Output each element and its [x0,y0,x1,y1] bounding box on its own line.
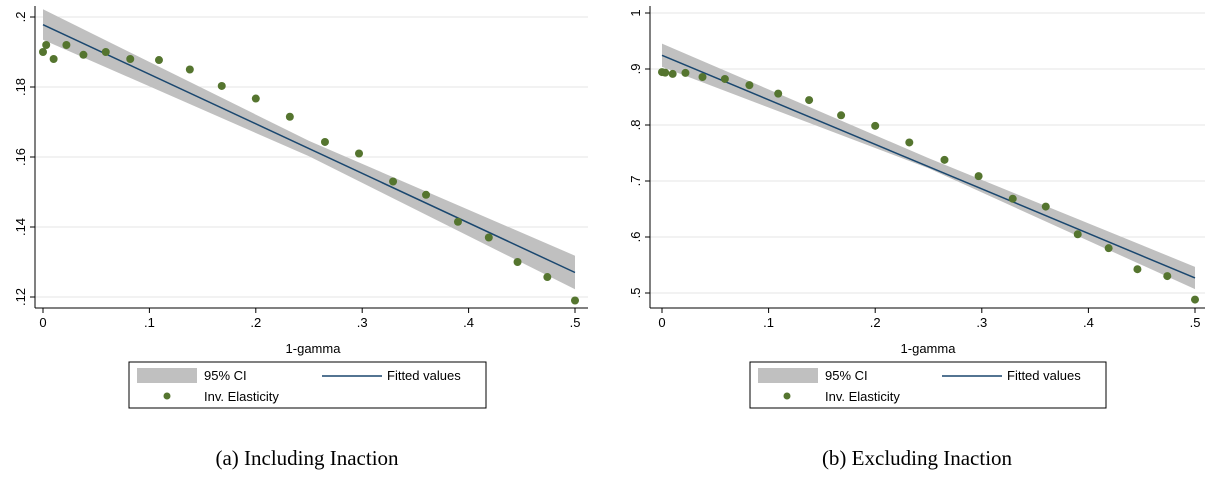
chart-b-legend-ci-label: 95% CI [825,368,868,383]
chart-a-y-tick-label-0: .12 [13,288,28,306]
chart-b-point-9 [837,111,846,120]
chart-a-x-tick-label-3: .3 [357,315,368,330]
chart-b-x-tick-label-3: .3 [976,315,987,330]
chart-b-point-8 [805,96,814,105]
chart-a-legend: 95% CI Fitted values Inv. Elasticity [128,361,487,409]
chart-b-y-tick-label-1: .6 [628,232,643,243]
chart-a-point-11 [285,112,294,121]
chart-b-axes [649,6,1205,309]
chart-a-legend-point-label: Inv. Elasticity [204,389,279,404]
chart-b-x-axis-title: 1-gamma [901,341,957,356]
chart-a-point-17 [484,233,493,242]
chart-a-y-tick-label-4: .2 [13,12,28,23]
chart-a-legend-ci-swatch [137,368,197,383]
chart-a-point-10 [251,94,260,103]
chart-a-x-ticks: 0 .1 .2 .3 .4 .5 [39,308,580,330]
chart-a-x-tick-label-4: .4 [463,315,474,330]
chart-a-y-ticks: .12 .14 .16 .18 .2 [13,12,35,306]
chart-a-point-3 [62,41,71,49]
chart-a-point-8 [185,65,194,74]
chart-a-point-14 [389,177,398,186]
chart-a-caption: (a) Including Inaction [215,446,399,470]
chart-b-legend-point-label: Inv. Elasticity [825,389,900,404]
chart-b-point-11 [905,138,914,147]
chart-b-x-tick-label-4: .4 [1083,315,1094,330]
chart-a-point-5 [101,48,110,56]
chart-b-y-tick-label-5: 1 [628,9,643,16]
chart-b-point-16 [1073,230,1082,239]
chart-b-y-tick-label-4: .9 [628,64,643,75]
chart-a-point-4 [79,50,88,59]
chart-a-legend-point-swatch [163,392,171,400]
chart-a-point-19 [543,273,552,282]
chart-b-y-tick-label-3: .8 [628,120,643,131]
chart-a-point-12 [320,137,329,146]
chart-b-point-2 [668,69,677,78]
chart-a-point-7 [154,56,163,65]
chart-b-point-15 [1041,202,1050,211]
chart-b-point-3 [681,68,690,77]
chart-a-y-tick-label-1: .14 [13,218,28,236]
chart-b-x-tick-label-2: .2 [870,315,881,330]
chart-b-y-tick-label-0: .5 [628,288,643,299]
chart-a-legend-fit-label: Fitted values [387,368,461,383]
chart-b-x-tick-label-0: 0 [658,315,665,330]
chart-a-x-tick-label-1: .1 [144,315,155,330]
chart-a-point-0 [39,48,47,56]
chart-a-point-2 [49,55,58,63]
chart-b-y-tick-label-2: .7 [628,176,643,187]
chart-a-point-9 [217,81,226,90]
chart-b-point-17 [1104,244,1113,253]
chart-b-x-ticks: 0 .1 .2 .3 .4 .5 [658,308,1200,330]
chart-a-point-13 [355,149,364,158]
chart-b-legend-fit-label: Fitted values [1007,368,1081,383]
chart-b-x-tick-label-1: .1 [763,315,774,330]
chart-a-x-tick-label-0: 0 [39,315,46,330]
chart-a-point-20 [571,296,579,305]
chart-a-x-axis-title: 1-gamma [286,341,342,356]
chart-a-point-18 [513,258,522,266]
chart-b-point-10 [871,121,880,130]
chart-b-point-6 [745,81,754,90]
chart-b-point-7 [774,89,783,98]
chart-b-fitted-line [661,54,1196,279]
chart-b-point-18 [1133,265,1142,274]
chart-b-point-12 [940,155,949,164]
chart-a-y-tick-label-3: .18 [13,78,28,96]
chart-b-point-13 [974,172,983,181]
chart-b-legend-ci-swatch [758,368,818,383]
chart-b-legend-point-swatch [783,392,791,400]
chart-a-x-tick-label-2: .2 [250,315,261,330]
chart-a-fitted-line [42,24,576,274]
chart-b-point-20 [1191,295,1199,304]
chart-a-point-1 [42,41,51,49]
chart-b-y-ticks: .5 .6 .7 .8 .9 1 [628,9,650,298]
chart-b-point-5 [720,74,729,83]
chart-b-points [658,68,1199,304]
chart-a-legend-box [128,361,487,409]
chart-b-x-tick-label-5: .5 [1190,315,1201,330]
chart-excluding-inaction: .5 .6 .7 .8 .9 1 0 .1 .2 .3 .4 .5 1-gamma 95% CI F… [628,6,1205,470]
chart-a-x-tick-label-5: .5 [570,315,581,330]
chart-a-legend-ci-label: 95% CI [204,368,247,383]
chart-a-point-16 [453,217,462,226]
chart-b-point-4 [698,73,707,82]
chart-a-point-6 [126,55,135,63]
chart-a-point-15 [422,190,431,199]
chart-a-points [39,41,579,305]
chart-b-legend: 95% CI Fitted values Inv. Elasticity [749,361,1107,409]
chart-b-caption: (b) Excluding Inaction [822,446,1013,470]
chart-b-point-19 [1163,272,1172,281]
chart-including-inaction: .12 .14 .16 .18 .2 0 .1 .2 .3 .4 .5 1-gamma 95% C… [13,6,588,470]
chart-a-y-tick-label-2: .16 [13,148,28,166]
chart-b-point-1 [661,68,670,77]
chart-b-point-14 [1008,194,1017,203]
